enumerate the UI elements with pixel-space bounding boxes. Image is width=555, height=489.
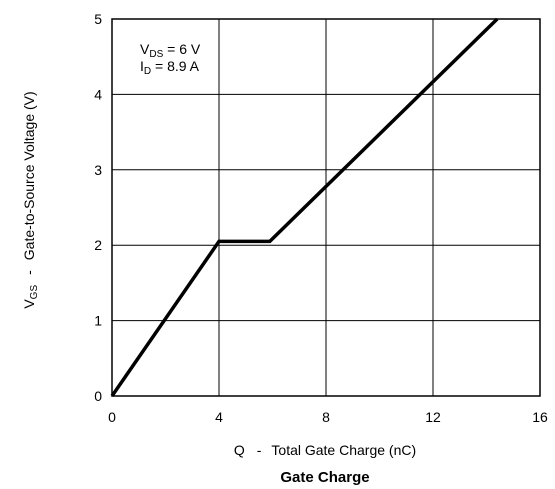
annotation-id: ID = 8.9 A xyxy=(140,58,200,77)
series-line-vgs xyxy=(110,17,499,397)
x-axis-label: Q - Total Gate Charge (nC) xyxy=(234,442,416,458)
chart-title: Gate Charge xyxy=(280,469,369,486)
y-axis-label: VGS-Gate-to-Source Voltage (V) xyxy=(21,91,40,308)
x-tick-label: 8 xyxy=(322,409,330,425)
x-tick-label: 16 xyxy=(532,409,548,425)
y-tick-label: 5 xyxy=(94,11,102,27)
x-tick-label: 4 xyxy=(215,409,223,425)
series-layer xyxy=(110,17,499,397)
y-tick-label: 4 xyxy=(94,86,102,102)
grid xyxy=(112,19,540,396)
y-tick-label: 1 xyxy=(94,313,102,329)
annotation-vds: VDS = 6 V xyxy=(140,41,201,60)
y-tick-label: 2 xyxy=(94,237,102,253)
x-tick-label: 0 xyxy=(108,409,116,425)
x-tick-label: 12 xyxy=(425,409,441,425)
y-tick-label: 0 xyxy=(94,388,102,404)
plot-frame xyxy=(111,18,541,397)
y-tick-label: 3 xyxy=(94,162,102,178)
